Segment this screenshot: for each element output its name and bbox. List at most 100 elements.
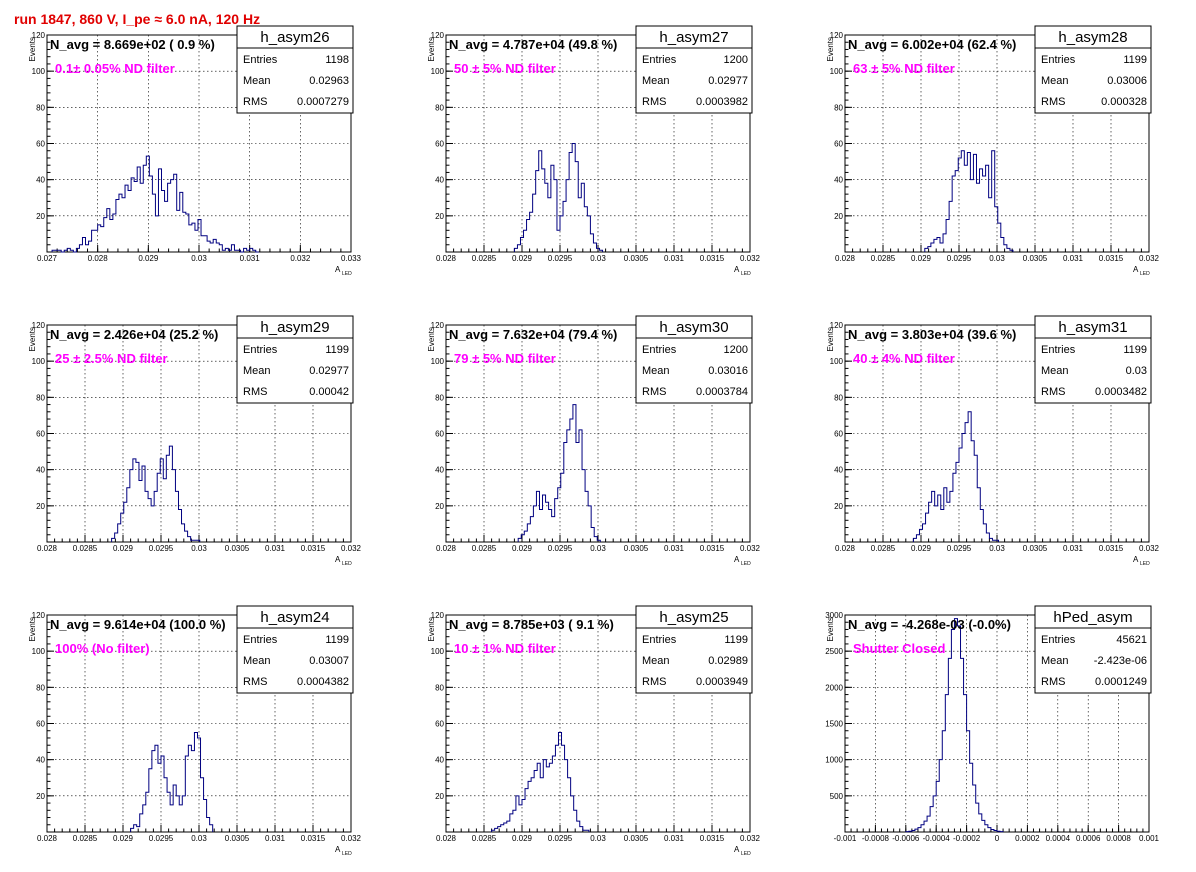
stats-rms-label: RMS: [642, 96, 666, 108]
y-tick-label: 120: [431, 31, 445, 40]
x-tick-label: 0.029: [911, 254, 932, 263]
y-tick-label: 100: [431, 357, 445, 366]
stats-entries-value: 1199: [724, 634, 748, 646]
x-tick-label: 0.031: [664, 834, 685, 843]
x-tick-label: 0.029: [512, 254, 533, 263]
stats-box-frame: [635, 47, 753, 114]
y-tick-label: 40: [435, 756, 444, 765]
stats-mean-value: -2.423e-06: [1094, 655, 1147, 667]
y-tick-label: 60: [435, 720, 444, 729]
x-axis-label-subscript: LED: [741, 851, 751, 857]
x-tick-label: 0.0305: [1023, 254, 1048, 263]
x-tick-label: -0.0006: [892, 834, 920, 843]
y-tick-label: 60: [435, 430, 444, 439]
stats-mean-label: Mean: [1041, 75, 1069, 87]
stats-mean-value: 0.03: [1126, 365, 1147, 377]
histogram-panel-h_asym29: 0.028 0.0285 0.029 0.0295 0.03 0.0305 0.031 0.0…: [28, 315, 362, 567]
x-axis-label: A: [335, 265, 341, 274]
x-tick-label: 0.03: [590, 544, 606, 553]
x-tick-label: 0.0295: [947, 544, 972, 553]
y-tick-label: 100: [830, 357, 844, 366]
x-tick-label: 0.0295: [548, 254, 573, 263]
x-tick-label: 0.03: [590, 834, 606, 843]
x-tick-label: 0.032: [740, 254, 761, 263]
x-tick-label: 0.0285: [472, 544, 497, 553]
navg-label: N_avg = 4.787e+04 (49.8 %): [449, 37, 617, 52]
x-tick-label: 0.0315: [301, 544, 326, 553]
filter-label: 50 ± 5% ND filter: [454, 61, 556, 76]
x-tick-label: 0.0305: [225, 834, 250, 843]
histogram-series: [513, 143, 604, 252]
y-tick-label: 40: [435, 176, 444, 185]
x-tick-label: 0.0285: [472, 834, 497, 843]
y-tick-label: 20: [834, 502, 843, 511]
stats-entries-value: 1199: [1123, 54, 1147, 66]
x-tick-label: 0.0285: [73, 544, 98, 553]
y-tick-label: 40: [435, 466, 444, 475]
x-tick-label: 0.028: [436, 834, 457, 843]
x-tick-label: -0.0004: [923, 834, 951, 843]
stats-entries-value: 1200: [724, 54, 748, 66]
stats-box-frame: [236, 627, 354, 694]
y-tick-label: 40: [36, 756, 45, 765]
histogram-series: [111, 445, 201, 542]
stats-mean-value: 0.02977: [309, 365, 349, 377]
stats-mean-label: Mean: [243, 365, 271, 377]
navg-label: N_avg = 3.803e+04 (39.6 %): [848, 327, 1016, 342]
x-tick-label: 0.0305: [624, 544, 649, 553]
y-axis-label: Events: [826, 37, 835, 61]
x-tick-label: 0.032: [341, 834, 362, 843]
histogram-panel-h_asym27: 0.028 0.0285 0.029 0.0295 0.03 0.0305 0.031 0.0…: [427, 25, 761, 277]
x-tick-label: 0.033: [341, 254, 362, 263]
x-tick-label: 0.0295: [149, 544, 174, 553]
y-tick-label: 60: [36, 720, 45, 729]
stats-box-histogram-name: h_asym27: [659, 29, 728, 46]
x-tick-label: 0: [995, 834, 1000, 843]
x-axis-label-subscript: LED: [342, 561, 352, 567]
stats-box-frame: [1034, 627, 1152, 694]
stats-entries-label: Entries: [1041, 634, 1076, 646]
stats-entries-label: Entries: [642, 344, 677, 356]
x-tick-label: 0.03: [590, 254, 606, 263]
x-tick-label: 0.0315: [301, 834, 326, 843]
x-tick-label: 0.001: [1139, 834, 1160, 843]
stats-mean-value: 0.02989: [708, 655, 748, 667]
y-tick-label: 100: [32, 357, 46, 366]
stats-rms-label: RMS: [642, 676, 666, 688]
x-tick-label: 0.0008: [1106, 834, 1131, 843]
stats-entries-label: Entries: [1041, 344, 1076, 356]
navg-label: N_avg = 9.614e+04 (100.0 %): [50, 617, 226, 632]
y-tick-label: 120: [32, 611, 46, 620]
histogram-panel-h_asym28: 0.028 0.0285 0.029 0.0295 0.03 0.0305 0.031 0.0…: [826, 25, 1160, 277]
x-tick-label: 0.0315: [700, 834, 725, 843]
y-axis-label: Events: [28, 617, 37, 641]
x-axis-label-subscript: LED: [342, 271, 352, 277]
y-axis-label: Events: [28, 327, 37, 351]
y-axis-label: Events: [427, 327, 436, 351]
x-tick-label: 0.03: [989, 254, 1005, 263]
y-tick-label: 120: [830, 31, 844, 40]
x-tick-label: 0.027: [37, 254, 58, 263]
stats-rms-label: RMS: [243, 386, 267, 398]
stats-mean-value: 0.03007: [309, 655, 349, 667]
x-tick-label: 0.032: [740, 834, 761, 843]
y-tick-label: 100: [32, 647, 46, 656]
y-tick-label: 20: [36, 502, 45, 511]
x-axis-label-subscript: LED: [741, 561, 751, 567]
x-tick-label: 0.031: [664, 254, 685, 263]
stats-mean-label: Mean: [1041, 365, 1069, 377]
y-tick-label: 100: [431, 647, 445, 656]
stats-rms-label: RMS: [243, 96, 267, 108]
histogram-panel-hPed_asym: -0.001 -0.0008 -0.0006 -0.0004 -0.0002 0 0.000…: [825, 605, 1160, 843]
y-tick-label: 40: [834, 466, 843, 475]
stats-box-frame: [635, 337, 753, 404]
stats-box-histogram-name: h_asym31: [1058, 319, 1127, 336]
x-tick-label: 0.028: [37, 834, 58, 843]
stats-rms-value: 0.0001249: [1095, 676, 1147, 688]
x-tick-label: -0.0002: [953, 834, 981, 843]
stats-box-histogram-name: h_asym30: [659, 319, 728, 336]
x-tick-label: 0.032: [1139, 544, 1160, 553]
stats-entries-value: 45621: [1116, 634, 1147, 646]
stats-box-frame: [1034, 47, 1152, 114]
y-tick-label: 120: [431, 611, 445, 620]
